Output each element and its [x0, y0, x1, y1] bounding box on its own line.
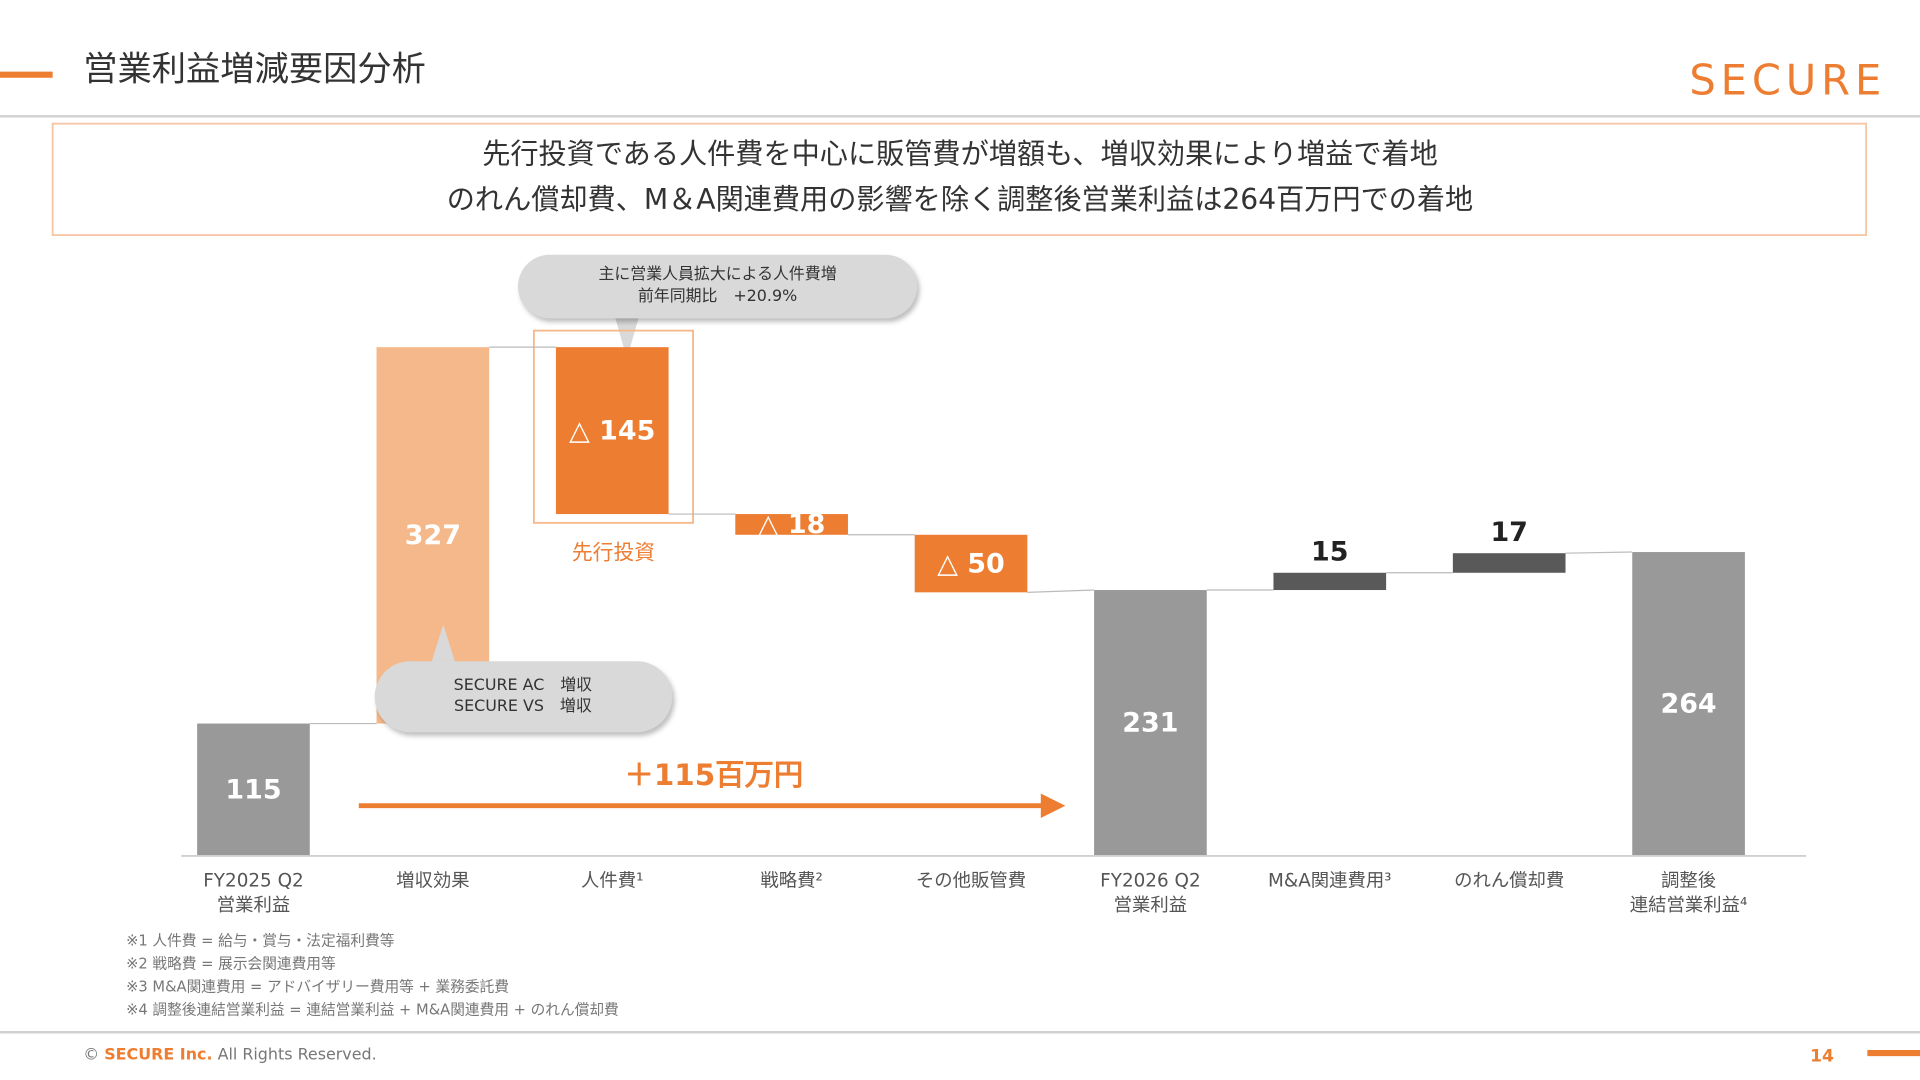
- value-label: 327: [405, 520, 461, 551]
- company-name: SECURE Inc.: [104, 1044, 212, 1063]
- growth-arrowhead: [1040, 793, 1066, 818]
- bar: [1273, 572, 1387, 591]
- category-label: 戦略費²: [760, 871, 822, 892]
- page-number: 14: [1810, 1047, 1834, 1067]
- footnote: ※4 調整後連結営業利益 = 連結営業利益 + M&A関連費用 + のれん償却費: [126, 1001, 619, 1018]
- value-label: △ 18: [758, 509, 826, 540]
- category-label: 調整後: [1661, 871, 1716, 892]
- value-label: 17: [1490, 517, 1527, 548]
- bar: [1632, 552, 1745, 856]
- callout-box: [374, 661, 673, 733]
- copyright-rest: All Rights Reserved.: [218, 1044, 377, 1063]
- category-label: 人件費¹: [581, 871, 643, 892]
- value-label: 264: [1660, 689, 1716, 720]
- highlight-label: 先行投資: [572, 540, 655, 564]
- category-label: M&A関連費用³: [1268, 871, 1392, 892]
- callout-cost: 主に営業人員拡大による人件費増 前年同期比 +20.9%: [517, 254, 918, 359]
- logo: SECURE: [1689, 55, 1886, 104]
- category-label: FY2025 Q2: [203, 871, 303, 892]
- bar: [735, 514, 848, 535]
- footnote: ※2 戦略費 = 展示会関連費用等: [126, 955, 336, 973]
- value-label: △ 145: [569, 415, 655, 446]
- callout-text: 前年同期比 +20.9%: [638, 286, 797, 305]
- callout-pointer: [431, 624, 456, 664]
- connector: [1027, 589, 1095, 593]
- footnote: ※1 人件費 = 給与・賞与・法定福利費等: [126, 932, 395, 950]
- category-label: FY2026 Q2: [1100, 871, 1200, 892]
- waterfall: 115 FY2025 Q2 営業利益 327 増収効果 △ 145 人件費¹ △ 18 戦略費²…: [197, 346, 1748, 916]
- category-label: その他販管費: [916, 871, 1026, 892]
- copyright-symbol: ©: [83, 1044, 99, 1063]
- highlight-box: [532, 329, 694, 524]
- category-label: 営業利益: [1114, 895, 1187, 916]
- footnotes: ※1 人件費 = 給与・賞与・法定福利費等 ※2 戦略費 = 展示会関連費用等 ※3…: [126, 932, 619, 1019]
- growth-label: ＋115百万円: [624, 758, 803, 792]
- value-label: 15: [1311, 537, 1348, 568]
- callout-text: SECURE AC 増収: [454, 675, 593, 694]
- bar: [1094, 590, 1207, 856]
- callout-pointer: [614, 315, 640, 359]
- bar: [1452, 553, 1566, 573]
- summary-line: 先行投資である人件費を中心に販管費が増額も、増収効果により増益で着地: [482, 138, 1438, 171]
- value-label: 231: [1122, 708, 1178, 739]
- callout-revenue: SECURE AC 増収 SECURE VS 増収: [374, 624, 673, 733]
- footnote: ※3 M&A関連費用 = アドバイザリー費用等 + 業務委託費: [126, 977, 509, 995]
- connector: [1565, 551, 1633, 554]
- value-label: 115: [225, 774, 281, 805]
- slide-title: 営業利益増減要因分析: [83, 50, 426, 90]
- callout-text: SECURE VS 増収: [454, 696, 592, 715]
- category-label: 営業利益: [217, 895, 290, 916]
- bar: [197, 723, 310, 856]
- category-label: 増収効果: [396, 871, 469, 892]
- bar: [914, 534, 1028, 593]
- copyright: © SECURE Inc. All Rights Reserved.: [83, 1044, 376, 1063]
- value-label: △ 50: [937, 548, 1005, 579]
- callout-box: [517, 254, 918, 319]
- callout-text: 主に営業人員拡大による人件費増: [598, 264, 836, 283]
- category-label: 連結営業利益⁴: [1630, 895, 1748, 916]
- bar: [555, 347, 669, 515]
- summary-box: [51, 122, 1868, 237]
- summary-line: のれん償却費、M＆A関連費用の影響を除く調整後営業利益は264百万円での着地: [447, 183, 1473, 216]
- category-label: のれん償却費: [1454, 871, 1564, 892]
